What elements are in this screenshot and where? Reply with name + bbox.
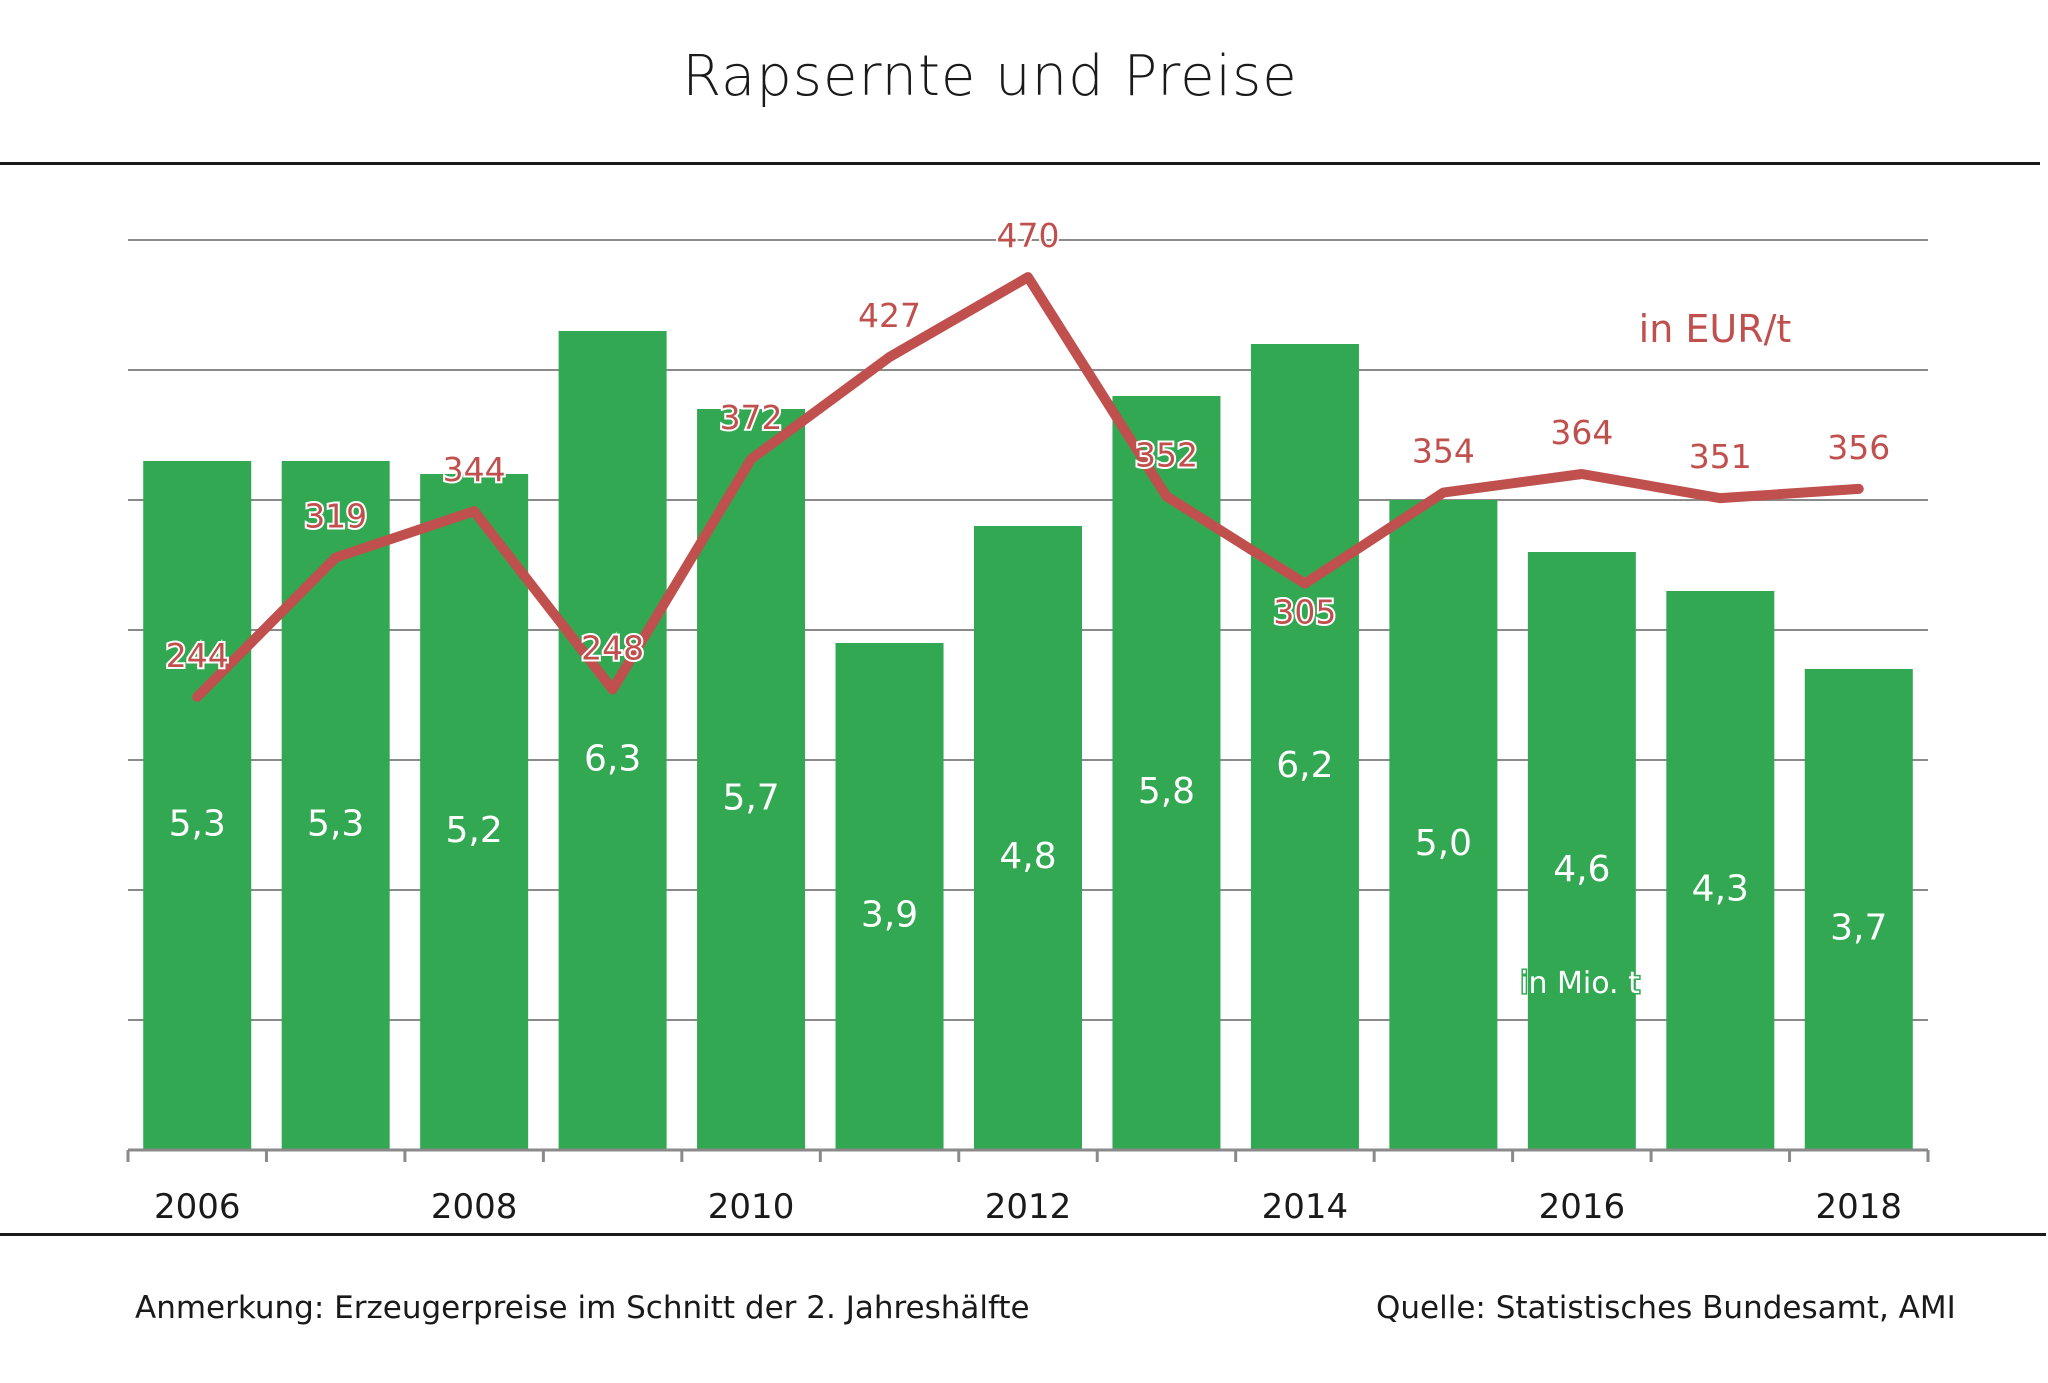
bar-value-label: 4,6 xyxy=(1553,849,1610,890)
x-tick-label: 2016 xyxy=(1539,1187,1626,1227)
price-unit-label: in EUR/t xyxy=(1639,307,1792,351)
chart-title: Rapsernte und Preise xyxy=(682,44,1298,109)
price-value-label: 305 xyxy=(1273,593,1336,632)
price-value-label: 244 xyxy=(166,636,229,675)
bar-value-label: 5,7 xyxy=(722,778,779,819)
x-axis: 2006 2008 2010 2012 2014 2016 2018 xyxy=(126,1148,1930,1227)
bar xyxy=(281,461,390,1150)
bar xyxy=(1527,552,1636,1150)
x-tick-label: 2008 xyxy=(431,1187,518,1227)
bottom-divider xyxy=(0,1233,2046,1236)
bar-value-label: 4,3 xyxy=(1692,869,1749,910)
bar xyxy=(1389,500,1498,1150)
source-note: Quelle: Statistisches Bundesamt, AMI xyxy=(1376,1290,1956,1326)
bar xyxy=(697,409,806,1150)
bar-value-label: 5,3 xyxy=(169,804,226,845)
bar-value-label: 5,2 xyxy=(446,810,503,851)
x-tick-label: 2014 xyxy=(1262,1187,1349,1227)
bars xyxy=(143,331,1913,1150)
bar-value-label: 6,3 xyxy=(584,739,641,780)
harvest-unit-label: in Mio. t xyxy=(1520,966,1640,1001)
price-value-label: 248 xyxy=(581,628,644,667)
unit-labels: in EUR/t in Mio. t xyxy=(1519,307,1792,1003)
bar-value-label: 5,3 xyxy=(307,804,364,845)
bar xyxy=(420,474,529,1150)
price-value-label: 351 xyxy=(1689,437,1752,476)
price-value-label: 427 xyxy=(858,296,921,335)
price-value-label: 372 xyxy=(720,398,783,437)
price-line-path xyxy=(192,272,1864,702)
price-line xyxy=(192,272,1864,702)
x-tick-label: 2006 xyxy=(154,1187,241,1227)
bar-value-label: 6,2 xyxy=(1276,745,1333,786)
bar xyxy=(1804,669,1913,1150)
price-value-label: 356 xyxy=(1827,428,1890,467)
price-value-label: 344 xyxy=(443,450,506,489)
x-tick-label: 2010 xyxy=(708,1187,795,1227)
top-divider xyxy=(0,162,2040,165)
price-value-labels: 244 319 344 248 372 427 470 352 305 354 364 351 356 xyxy=(164,214,1893,677)
bar-value-label: 5,0 xyxy=(1415,823,1472,864)
bar xyxy=(1666,591,1775,1150)
bar xyxy=(835,643,944,1150)
bar-value-label: 3,7 xyxy=(1830,908,1887,949)
bar xyxy=(558,331,667,1150)
bar xyxy=(974,526,1082,1150)
footnote: Anmerkung: Erzeugerpreise im Schnitt der… xyxy=(135,1290,1030,1326)
bar xyxy=(143,461,252,1150)
price-value-label: 470 xyxy=(997,216,1060,255)
bar-value-label: 4,8 xyxy=(999,836,1056,877)
price-value-label: 364 xyxy=(1550,413,1613,452)
bar-value-labels: 5,3 5,3 5,2 6,3 5,7 3,9 4,8 5,8 6,2 5,0 4,6 4,3 3,7 xyxy=(169,739,1888,949)
bar-value-label: 5,8 xyxy=(1138,771,1195,812)
price-value-label: 354 xyxy=(1412,432,1475,471)
x-tick-label: 2012 xyxy=(985,1187,1072,1227)
price-value-label: 352 xyxy=(1135,435,1198,474)
x-tick-label: 2018 xyxy=(1816,1187,1903,1227)
price-value-label: 319 xyxy=(304,497,367,536)
bar-value-label: 3,9 xyxy=(861,895,918,936)
bar xyxy=(1250,344,1359,1150)
